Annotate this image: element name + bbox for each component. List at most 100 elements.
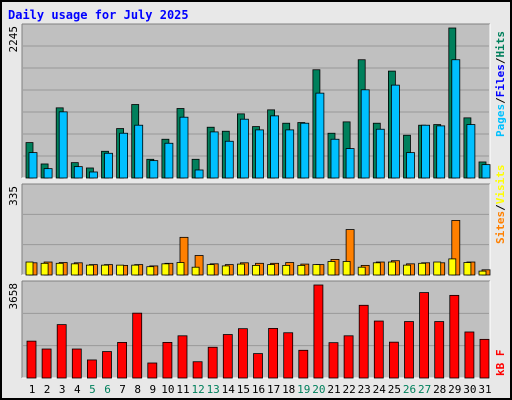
bar-kb-f-day-26 [404, 321, 414, 379]
bar-pages-day-31 [481, 164, 491, 179]
legend-top: Pages/Files/Hits [494, 31, 507, 137]
bar-visits-day-13 [206, 264, 215, 276]
x-tick-label-day-20: 20 [312, 383, 325, 396]
bar-visits-day-12 [191, 266, 200, 276]
legend-item: Pages [494, 104, 507, 137]
bar-kb-f-day-15 [237, 328, 248, 379]
bar-visits-day-27 [418, 262, 427, 276]
bar-pages-day-21 [330, 138, 340, 179]
x-tick-label-day-2: 2 [44, 383, 51, 396]
legend-item: / [494, 204, 507, 211]
bar-pages-day-11 [179, 116, 189, 179]
bar-kb-f-day-13 [207, 346, 218, 379]
bar-pages-day-3 [58, 111, 68, 179]
legend-item: kB F [494, 350, 507, 377]
chart-title: Daily usage for July 2025 [8, 8, 189, 22]
x-tick-label-day-1: 1 [29, 383, 36, 396]
bar-pages-day-16 [255, 129, 264, 179]
x-tick-label-day-13: 13 [207, 383, 220, 396]
bar-visits-day-6 [101, 264, 109, 276]
legend-item: / [494, 57, 507, 64]
bar-visits-day-25 [387, 261, 396, 276]
bar-kb-f-day-9 [147, 362, 158, 379]
bar-pages-day-8 [134, 124, 144, 179]
legend-bottom: kB F [494, 350, 507, 377]
bar-pages-day-4 [73, 166, 83, 179]
bar-kb-f-day-27 [419, 292, 430, 379]
x-tick-label-day-7: 7 [119, 383, 126, 396]
bar-kb-f-day-30 [464, 331, 475, 379]
bar-pages-day-29 [451, 59, 461, 179]
bar-visits-day-10 [161, 263, 170, 276]
x-tick-label-day-25: 25 [388, 383, 401, 396]
bar-visits-day-9 [146, 266, 155, 276]
bar-pages-day-30 [466, 124, 476, 179]
plot-area-middle [22, 184, 490, 275]
bar-visits-day-16 [252, 264, 260, 276]
bar-visits-day-21 [327, 261, 336, 276]
legend-item: Visits [494, 165, 507, 205]
bar-kb-f-day-17 [268, 328, 279, 379]
bar-visits-day-8 [131, 264, 140, 276]
x-tick-label-day-4: 4 [74, 383, 81, 396]
bar-kb-f-day-31 [479, 338, 490, 379]
bar-kb-f-day-20 [313, 284, 324, 379]
bar-kb-f-day-6 [102, 351, 112, 379]
bar-pages-day-10 [164, 142, 174, 179]
bar-pages-day-24 [375, 128, 385, 179]
bar-visits-day-19 [297, 264, 306, 276]
bar-kb-f-day-7 [117, 342, 127, 379]
bar-visits-day-22 [342, 261, 351, 276]
bar-visits-day-29 [448, 258, 457, 276]
bar-visits-day-17 [267, 264, 276, 276]
bar-kb-f-day-1 [26, 340, 37, 379]
bar-visits-day-4 [70, 263, 79, 276]
bar-pages-day-25 [390, 84, 400, 179]
bar-pages-day-13 [209, 131, 219, 179]
bar-pages-day-14 [224, 140, 234, 179]
bar-visits-day-15 [236, 263, 245, 276]
bar-visits-day-26 [403, 264, 411, 276]
bar-pages-day-19 [300, 122, 310, 179]
bar-visits-day-1 [25, 261, 34, 276]
bar-kb-f-day-10 [162, 342, 173, 379]
bar-pages-day-9 [149, 160, 159, 179]
bar-kb-f-day-11 [177, 335, 188, 379]
bar-kb-f-day-25 [388, 341, 399, 379]
bar-kb-f-day-16 [253, 353, 263, 379]
x-tick-label-day-24: 24 [373, 383, 387, 396]
bar-kb-f-day-12 [192, 361, 203, 379]
bar-pages-day-1 [28, 152, 38, 179]
bar-kb-f-day-14 [222, 334, 233, 379]
x-tick-label-day-12: 12 [191, 383, 204, 396]
x-tick-label-day-26: 26 [403, 383, 416, 396]
legend-item: Sites [494, 211, 507, 244]
bar-visits-day-3 [55, 262, 64, 276]
bar-pages-day-22 [345, 148, 355, 179]
bar-kb-f-day-29 [449, 294, 460, 379]
x-tick-label-day-11: 11 [176, 383, 189, 396]
x-tick-label-day-10: 10 [161, 383, 174, 396]
bar-visits-day-2 [40, 262, 49, 276]
legend-item: Hits [494, 31, 507, 58]
x-tick-label-day-22: 22 [342, 383, 355, 396]
bar-pages-day-20 [315, 92, 325, 179]
bar-visits-day-18 [282, 264, 291, 276]
legend-middle: Sites/Visits [494, 165, 507, 245]
x-tick-label-day-9: 9 [149, 383, 156, 396]
bar-pages-day-27 [421, 124, 431, 179]
bar-visits-day-20 [312, 264, 321, 276]
bar-pages-day-26 [406, 152, 415, 179]
bar-visits-day-5 [86, 264, 94, 276]
bar-kb-f-day-22 [343, 335, 354, 379]
bar-visits-day-30 [463, 262, 472, 276]
x-tick-label-day-8: 8 [134, 383, 141, 396]
legend-item: Files [494, 64, 507, 97]
x-tick-label-day-15: 15 [237, 383, 250, 396]
x-tick-label-day-29: 29 [448, 383, 461, 396]
x-tick-label-day-6: 6 [104, 383, 111, 396]
x-tick-label-day-19: 19 [297, 383, 310, 396]
bar-kb-f-day-28 [434, 321, 445, 379]
